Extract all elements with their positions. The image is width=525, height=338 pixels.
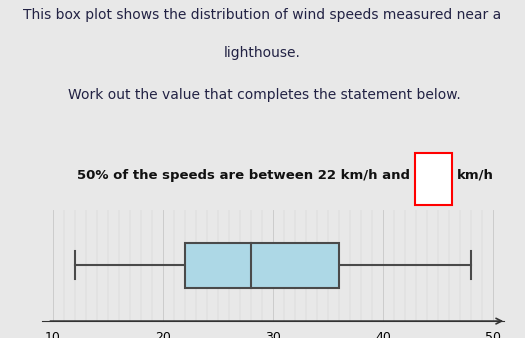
Text: Work out the value that completes the statement below.: Work out the value that completes the st…	[68, 88, 461, 102]
Text: 50% of the speeds are between 22 km/h and: 50% of the speeds are between 22 km/h an…	[77, 169, 411, 182]
Text: This box plot shows the distribution of wind speeds measured near a: This box plot shows the distribution of …	[24, 8, 501, 22]
Bar	[185, 243, 339, 288]
Text: lighthouse.: lighthouse.	[224, 46, 301, 59]
Text: km/h: km/h	[457, 169, 494, 182]
FancyBboxPatch shape	[415, 153, 452, 205]
